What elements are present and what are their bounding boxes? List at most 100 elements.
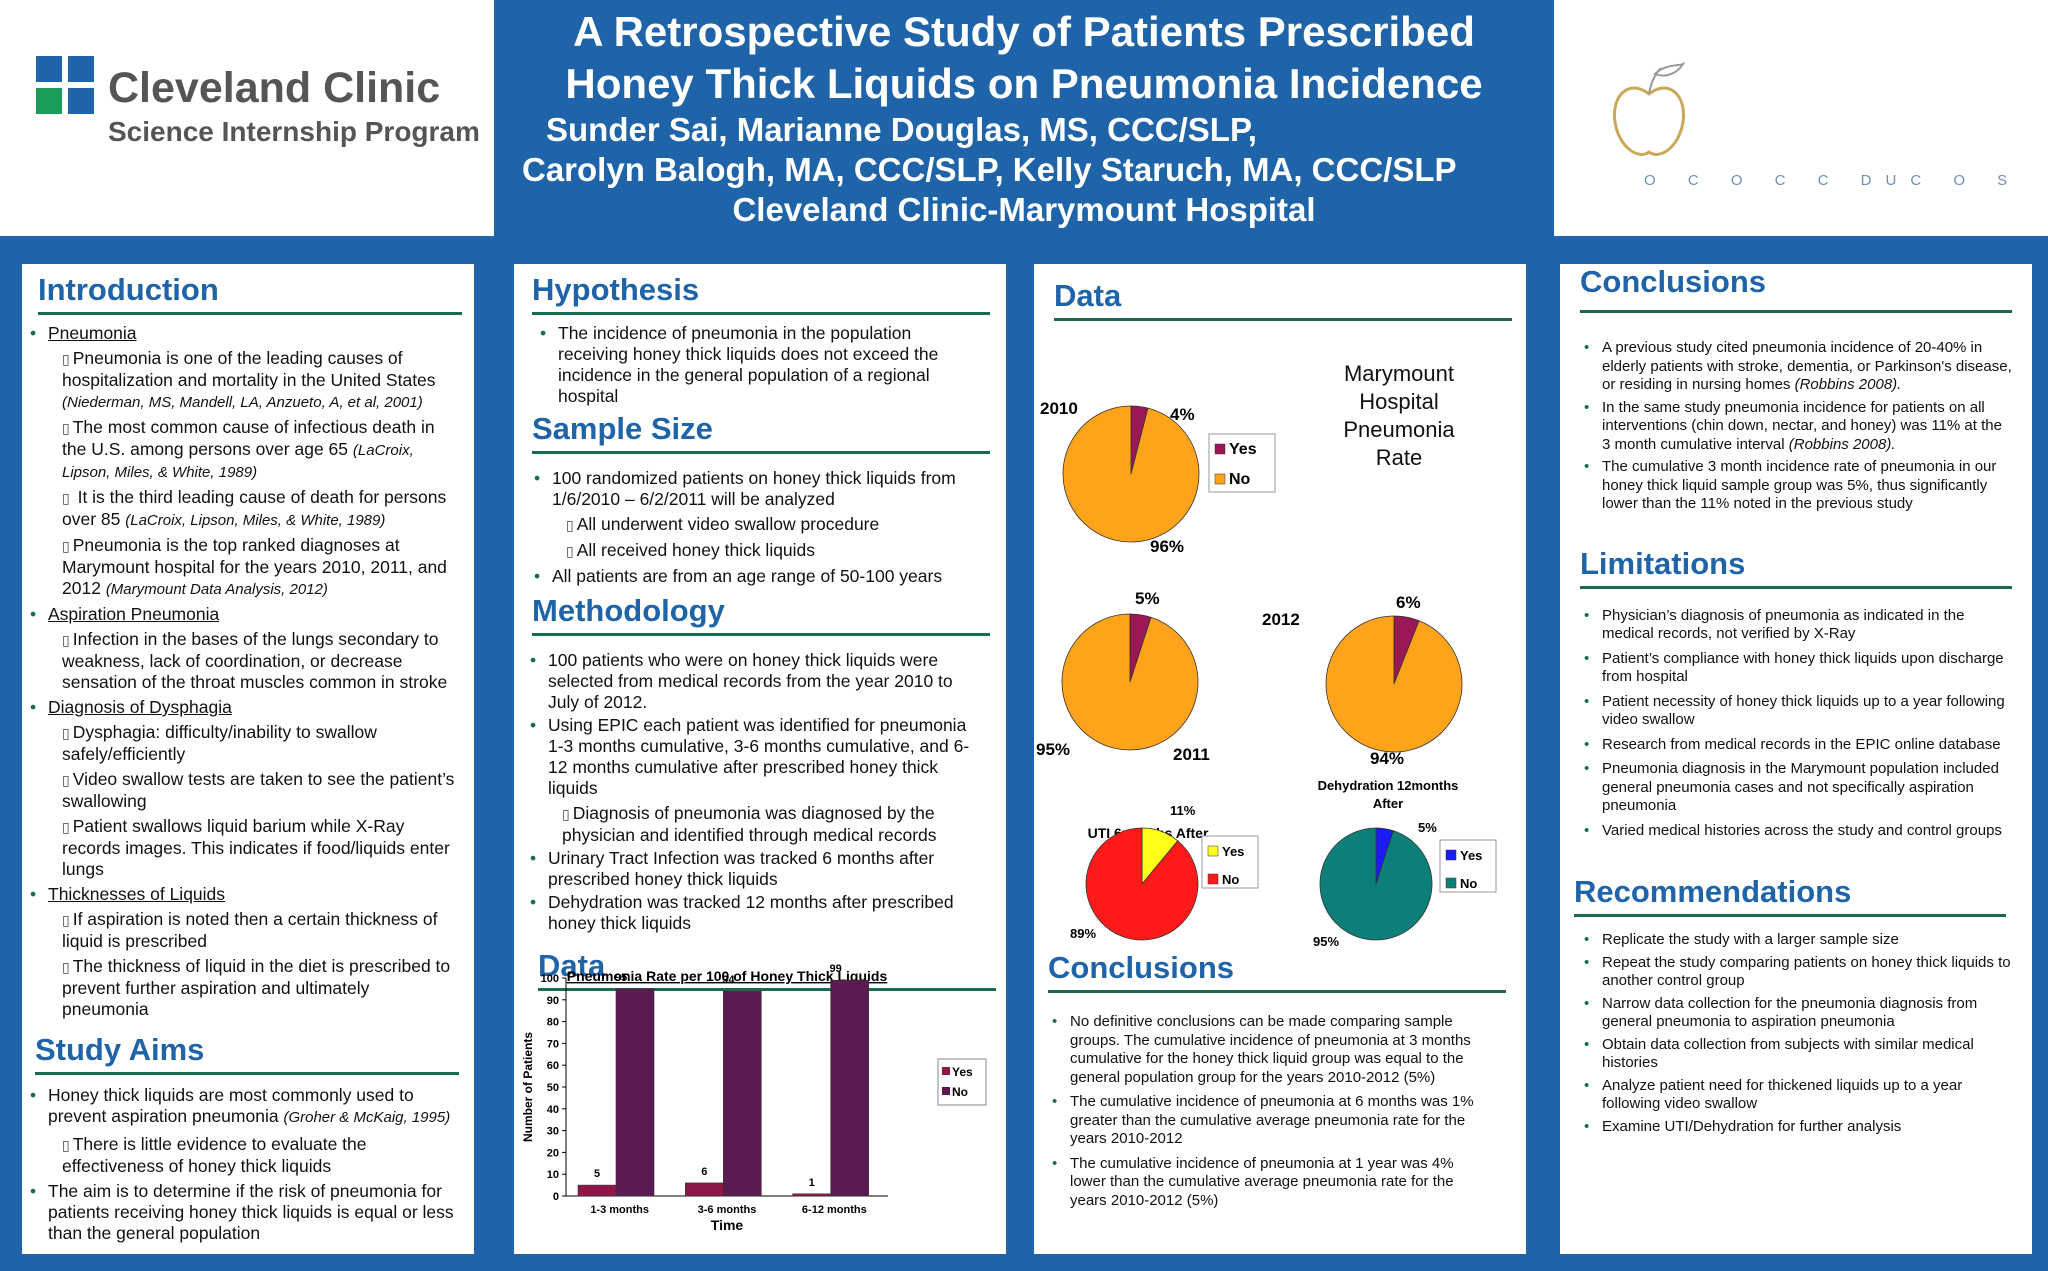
list-item: Pneumonia Pneumonia is one of the leading… (26, 323, 460, 600)
data-mid-title: Data (1054, 278, 1512, 321)
y-tick-label: 100 (541, 973, 559, 985)
pie-2011-slice-no (1061, 613, 1199, 751)
list-item: Using EPIC each patient was identified f… (526, 715, 976, 846)
data-left-title: Data (538, 948, 996, 991)
y-tick-label: 90 (547, 995, 559, 1007)
legend-label: No (1229, 471, 1251, 488)
intro-heading: Diagnosis of Dysphagia (48, 697, 232, 717)
pie-2012-label: 2012 (1262, 610, 1300, 629)
list-item: The aim is to determine if the risk of p… (26, 1181, 460, 1244)
marymount-rate-label: Marymount Hospital Pneumonia Rate (1343, 361, 1455, 470)
legend-swatch (942, 1087, 950, 1095)
sub-text: Pneumonia is one of the leading causes o… (62, 348, 436, 390)
y-tick-label: 80 (547, 1017, 559, 1029)
title-line-1: A Retrospective Study of Patients Prescr… (573, 8, 1475, 55)
list-item: Diagnosis of Dysphagia Dysphagia: difficu… (26, 697, 460, 880)
data-label: 5% (1135, 589, 1160, 608)
hypothesis-list: The incidence of pneumonia in the popula… (536, 323, 966, 407)
data-label: 95 (615, 972, 627, 984)
bar-yes (577, 1184, 617, 1197)
data-label: 96% (1150, 537, 1184, 556)
legend-swatch (1445, 877, 1457, 889)
pneumonia-pie-charts: 2010 4% 96% Yes No 5% 95% 2011 2012 6% 94% (1036, 399, 1463, 764)
list-item: 100 patients who were on honey thick liq… (526, 650, 976, 713)
pie-2011-label: 2011 (1173, 745, 1210, 764)
methodology-list: 100 patients who were on honey thick liq… (526, 650, 976, 934)
list-item: Thicknesses of Liquids If aspiration is n… (26, 884, 460, 1020)
intro-heading: Pneumonia (48, 323, 137, 343)
intro-sub-item: It is the third leading cause of death f… (48, 487, 460, 531)
list-item: All patients are from an age range of 50… (530, 566, 1000, 587)
x-tick-label: 3-6 months (698, 1204, 757, 1216)
header-logo-area: Cleveland Clinic Science Internship Prog… (0, 0, 494, 236)
bar-no (830, 979, 869, 1197)
study-aims-list: Honey thick liquids are most commonly us… (26, 1085, 460, 1244)
list-item: Examine UTI/Dehydration for further anal… (1580, 1118, 2012, 1137)
data-label: 4% (1170, 405, 1195, 424)
intro-sub-item: Dysphagia: difficulty/inability to swall… (48, 722, 460, 765)
data-label: 6 (701, 1166, 707, 1178)
intro-sub-item: The thickness of liquid in the diet is p… (48, 956, 460, 1020)
data-label: 94% (1370, 749, 1404, 764)
legend-swatch (942, 1067, 950, 1075)
method-item-2: Using EPIC each patient was identified f… (548, 715, 970, 798)
data-label: 5% (1418, 820, 1437, 835)
title-line-2: Honey Thick Liquids on Pneumonia Inciden… (565, 60, 1483, 107)
sample-sub-1: All underwent video swallow procedure (552, 514, 1000, 536)
authors-line-2: Carolyn Balogh, MA, CCC/SLP, Kelly Staru… (522, 151, 1457, 188)
concl-right-item-2: In the same study pneumonia incidence fo… (1602, 398, 2002, 453)
list-item: Pneumonia diagnosis in the Marymount pop… (1580, 760, 2012, 816)
sub-text: Video swallow tests are taken to see the… (62, 769, 455, 811)
list-item: Narrow data collection for the pneumonia… (1580, 995, 2012, 1032)
concl-right-item-1: A previous study cited pneumonia inciden… (1602, 339, 2012, 393)
hypothesis-title: Hypothesis (532, 272, 990, 315)
methodology-title: Methodology (532, 593, 990, 636)
sub-text: Pneumonia is the top ranked diagnoses at… (62, 535, 447, 598)
aims-sub-item: There is little evidence to evaluate the… (48, 1134, 460, 1177)
list-item: Physician’s diagnosis of pneumonia as in… (1580, 607, 2012, 644)
data-label: 89% (1070, 926, 1096, 941)
sub-text: Dysphagia: difficulty/inability to swall… (62, 722, 377, 764)
legend-swatch (1445, 849, 1457, 861)
legend-swatch (1207, 845, 1219, 857)
data-label: 6% (1396, 593, 1421, 612)
legend-label: No (1460, 876, 1477, 891)
pie-2010-label: 2010 (1040, 399, 1078, 418)
list-item: In the same study pneumonia incidence fo… (1580, 399, 2012, 455)
list-item: Urinary Tract Infection was tracked 6 mo… (526, 848, 976, 890)
legend-swatch (1214, 473, 1226, 485)
list-item: Aspiration Pneumonia Infection in the bas… (26, 604, 460, 693)
bar-yes (792, 1193, 831, 1197)
intro-sub-item: Video swallow tests are taken to see the… (48, 769, 460, 812)
bar-chart-xlabel: Time (711, 1217, 744, 1233)
introduction-title: Introduction (38, 272, 462, 315)
citation: (Marymount Data Analysis, 2012) (105, 581, 328, 598)
limitations-list: Physician’s diagnosis of pneumonia as in… (1580, 607, 2012, 841)
aims-item-1: Honey thick liquids are most commonly us… (48, 1085, 414, 1126)
data-label: 99 (830, 963, 842, 975)
list-item: The cumulative incidence of pneumonia at… (1048, 1155, 1488, 1211)
legend-label: Yes (952, 1065, 973, 1079)
citation: (Robbins 2008). (1794, 376, 1902, 393)
bar-chart-ylabel: Number of Patients (521, 1032, 535, 1142)
uti-pie-slice-no (1085, 827, 1199, 941)
list-item: Research from medical records in the EPI… (1580, 736, 2012, 755)
y-tick-label: 10 (547, 1169, 559, 1181)
citation: (LaCroix, Lipson, Miles, & White, 1989) (125, 512, 386, 529)
data-label: 5 (594, 1168, 600, 1180)
y-tick-label: 0 (553, 1191, 559, 1203)
list-item: Honey thick liquids are most commonly us… (26, 1085, 460, 1177)
intro-sub-item: The most common cause of infectious deat… (48, 417, 460, 483)
list-item: Dehydration was tracked 12 months after … (526, 892, 976, 934)
recommendations-list: Replicate the study with a larger sample… (1580, 931, 2012, 1136)
sub-text: Patient swallows liquid barium while X-R… (62, 816, 450, 879)
citation: (Niederman, MS, Mandell, LA, Anzueto, A,… (62, 394, 423, 411)
sub-text: The most common cause of infectious deat… (62, 417, 435, 459)
list-item: Obtain data collection from subjects wit… (1580, 1036, 2012, 1073)
conclusions-mid-list: No definitive conclusions can be made co… (1048, 1013, 1488, 1210)
y-tick-label: 20 (547, 1147, 559, 1159)
legend-label: No (952, 1085, 968, 1099)
data-label: 95% (1313, 934, 1339, 949)
column-1-panel: Introduction Pneumonia Pneumonia is one o… (22, 264, 474, 1254)
